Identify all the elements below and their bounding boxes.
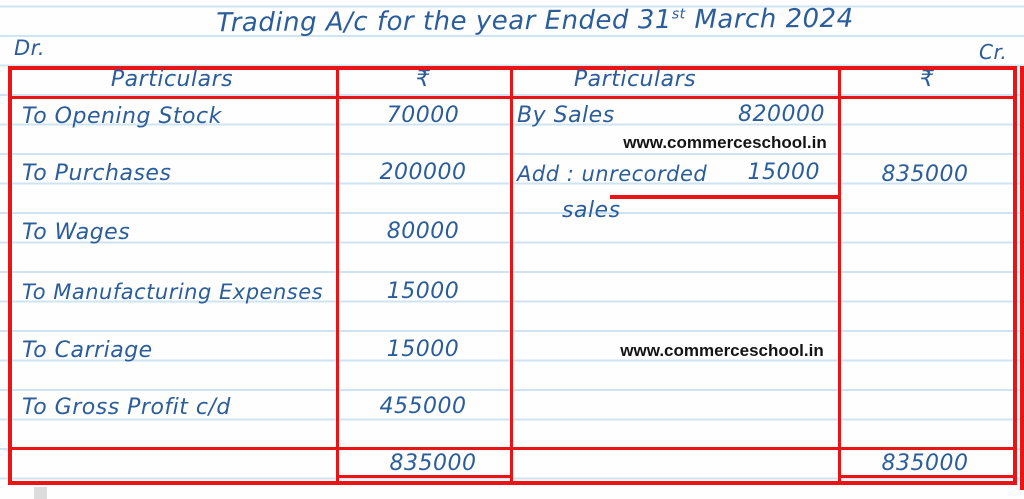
debit-row-label: To Wages (22, 220, 131, 245)
dr-label: Dr. (14, 36, 46, 60)
title-text: Trading A/c for the year Ended 31 (216, 5, 672, 39)
credit-amount-column-divider (838, 66, 841, 485)
watermark-middle: www.commerceschool.in (620, 341, 824, 360)
debit-amount-column-divider (336, 66, 339, 485)
add-sales-sum-underline (610, 195, 839, 199)
credit-net-amount: 835000 (881, 162, 969, 187)
center-column-divider (510, 66, 513, 485)
page-title: Trading A/c for the year Ended 31st Marc… (185, 4, 885, 39)
credit-sales-label: By Sales (517, 103, 615, 128)
debit-amount-header: ₹ (415, 67, 431, 92)
credit-add-label-line2: sales (562, 198, 621, 223)
credit-add-label: Add : unrecorded (517, 162, 708, 186)
debit-row-label: To Manufacturing Expenses (22, 280, 324, 304)
debit-row-amount: 70000 (386, 103, 460, 128)
debit-row-label: To Purchases (22, 161, 172, 186)
cr-label: Cr. (979, 40, 1008, 64)
watermark-top: www.commerceschool.in (623, 133, 827, 152)
debit-row-amount: 455000 (379, 394, 467, 419)
table-right-border (1013, 66, 1017, 485)
credit-add-amount: 15000 (747, 160, 820, 185)
debit-row-amount: 80000 (386, 219, 460, 244)
debit-row-amount: 15000 (386, 279, 460, 304)
credit-total-amount: 835000 (881, 451, 969, 476)
debit-particulars-header: Particulars (110, 67, 234, 92)
debit-row-amount: 15000 (386, 337, 460, 362)
table-left-border (8, 66, 12, 485)
debit-total-amount: 835000 (389, 451, 477, 476)
debit-row-label: To Gross Profit c/d (22, 395, 231, 420)
credit-amount-header: ₹ (919, 67, 935, 92)
debit-row-amount: 200000 (379, 160, 467, 185)
page-right-edge-rule (1020, 66, 1024, 490)
debit-row-label: To Opening Stock (22, 104, 222, 129)
title-superscript: st (671, 6, 686, 23)
credit-sales-amount: 820000 (738, 102, 825, 127)
scan-artifact-speck (34, 487, 47, 499)
title-text-suffix: March 2024 (685, 3, 854, 35)
debit-row-label: To Carriage (22, 338, 153, 363)
credit-total-underline (838, 475, 1017, 478)
debit-total-underline (336, 475, 513, 478)
credit-particulars-header: Particulars (573, 67, 697, 92)
